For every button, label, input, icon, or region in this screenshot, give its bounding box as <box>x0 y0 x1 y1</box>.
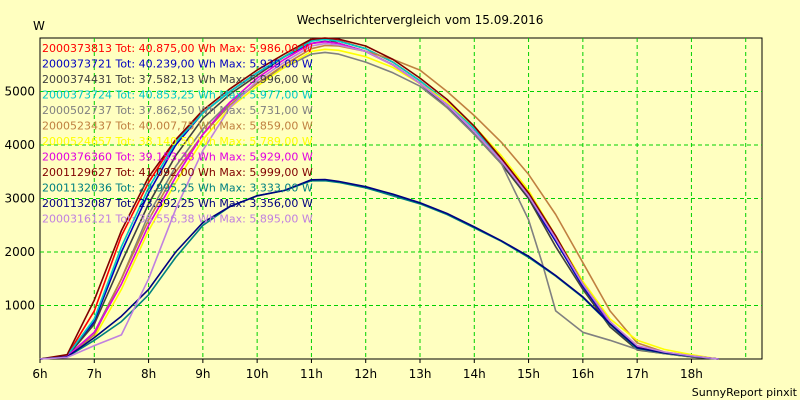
chart-title: Wechselrichtervergleich vom 15.09.2016 <box>297 13 544 27</box>
footer-credit: SunnyReport pinxit <box>692 386 798 399</box>
y-tick-label: 5000 <box>4 85 35 99</box>
x-tick-label: 9h <box>195 367 210 381</box>
y-tick-label: 1000 <box>4 299 35 313</box>
legend: 2000373813 Tot: 40.875,00 Wh Max: 5.986,… <box>42 42 313 226</box>
x-tick-label: 13h <box>409 367 432 381</box>
x-tick-label: 10h <box>246 367 269 381</box>
x-tick-label: 18h <box>680 367 703 381</box>
legend-entry: 2000524657 Tot: 38.140,50 Wh Max: 5.789,… <box>42 135 313 148</box>
y-axis-unit: W <box>33 19 45 33</box>
legend-entry: 2000502737 Tot: 37.862,50 Wh Max: 5.731,… <box>42 104 313 117</box>
x-tick-label: 12h <box>354 367 377 381</box>
y-tick-label: 4000 <box>4 138 35 152</box>
x-tick-label: 15h <box>517 367 540 381</box>
x-tick-label: 11h <box>300 367 323 381</box>
x-tick-label: 14h <box>463 367 486 381</box>
series-line <box>39 178 719 360</box>
series-line <box>39 42 719 360</box>
series-lines <box>39 37 719 360</box>
legend-entry: 2000373724 Tot: 40.853,25 Wh Max: 5.977,… <box>42 89 313 102</box>
legend-entry: 2001132036 Tot: 22.995,25 Wh Max: 3.333,… <box>42 182 313 195</box>
legend-entry: 2000523437 Tot: 40.007,75 Wh Max: 5.859,… <box>42 120 313 133</box>
series-line <box>39 51 719 360</box>
legend-entry: 2000373813 Tot: 40.875,00 Wh Max: 5.986,… <box>42 42 313 55</box>
x-tick-label: 8h <box>141 367 156 381</box>
legend-entry: 2001132087 Tot: 23.392,25 Wh Max: 3.356,… <box>42 197 313 210</box>
legend-entry: 2001129627 Tot: 41.092,00 Wh Max: 5.999,… <box>42 166 313 179</box>
y-tick-label: 3000 <box>4 192 35 206</box>
x-tick-label: 6h <box>32 367 47 381</box>
x-axis: 6h 7h 8h 9h 10h 11h 12h 13h 14h 15h 16h 17h 18h <box>32 359 703 381</box>
legend-entry: 2000374431 Tot: 37.582,13 Wh Max: 5.996,… <box>42 73 313 86</box>
series-line <box>39 48 719 360</box>
x-tick-label: 7h <box>87 367 102 381</box>
x-tick-label: 16h <box>571 367 594 381</box>
y-tick-label: 2000 <box>4 245 35 259</box>
legend-entry: 2000373721 Tot: 40.239,00 Wh Max: 5.939,… <box>42 58 313 71</box>
legend-entry: 2000316121 Tot: 38.556,38 Wh Max: 5.895,… <box>42 213 313 226</box>
y-axis: 1000 2000 3000 4000 5000 <box>4 85 35 313</box>
legend-entry: 2000376360 Tot: 39.153,38 Wh Max: 5.929,… <box>42 151 313 164</box>
x-tick-label: 17h <box>626 367 649 381</box>
